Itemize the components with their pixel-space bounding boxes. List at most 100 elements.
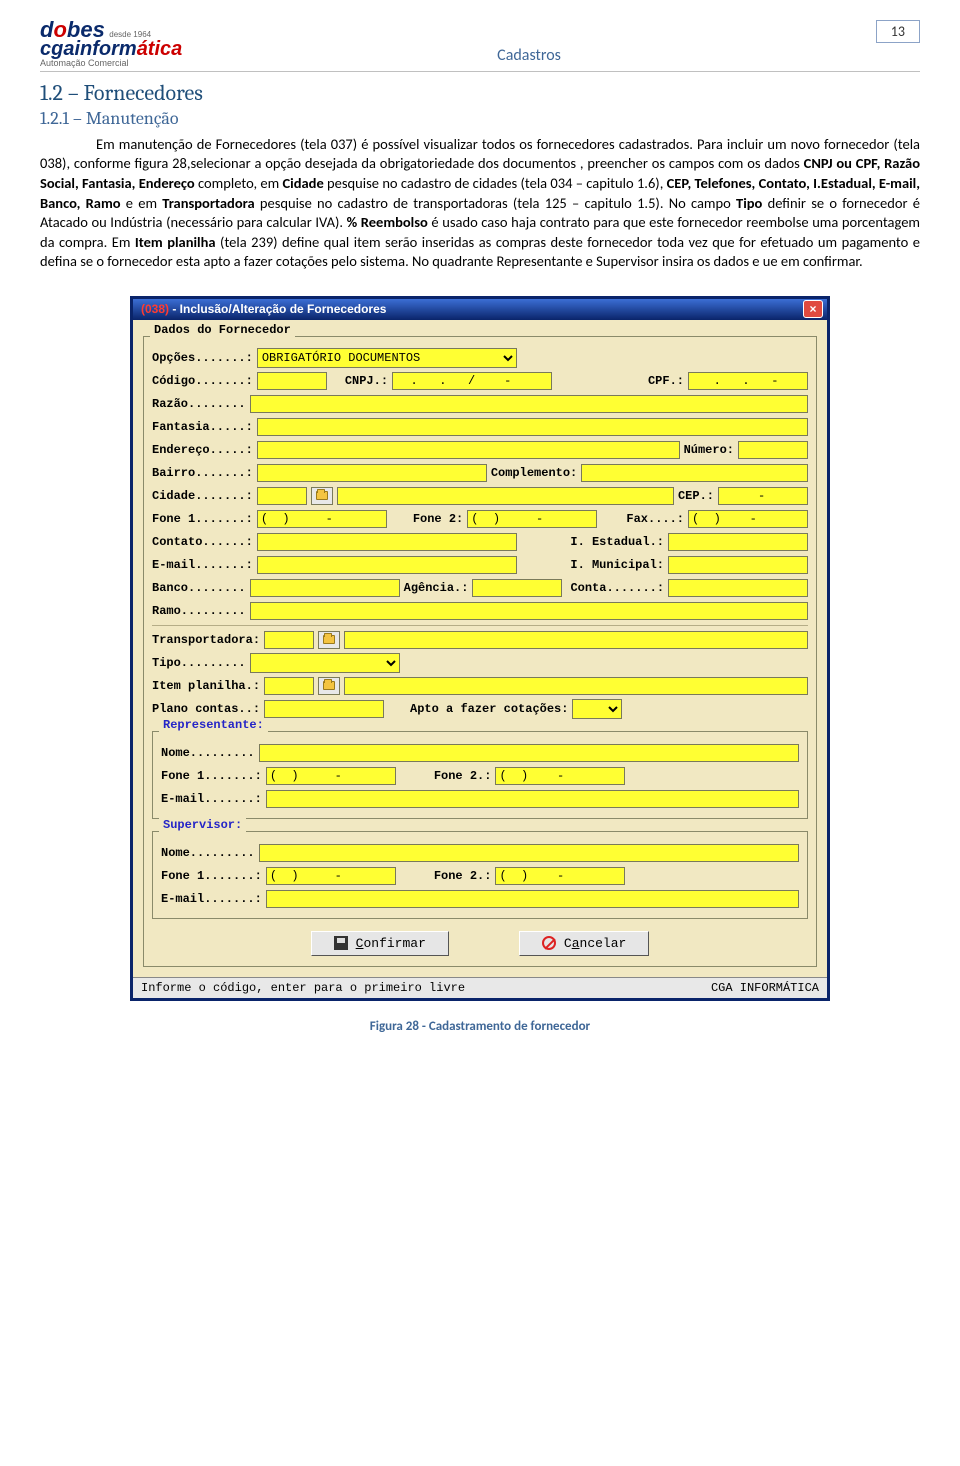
bairro-input[interactable] [257, 464, 487, 482]
complemento-input[interactable] [581, 464, 808, 482]
cancelar-rest: ncelar [580, 936, 627, 951]
sup-nome-input[interactable] [259, 844, 799, 862]
para-1l: % Reembolso [347, 213, 428, 231]
para-1a: Em manutenção de Fornecedores (tela 037)… [40, 135, 920, 173]
lbl-transportadora: Transportadora: [152, 633, 260, 647]
cancelar-button[interactable]: Cancelar [519, 931, 649, 956]
group-dados-fornecedor: Dados do Fornecedor Opções.......: OBRIG… [143, 336, 817, 967]
status-left: Informe o código, enter para o primeiro … [141, 981, 465, 995]
rep-email-input[interactable] [266, 790, 799, 808]
legend-supervisor: Supervisor: [159, 818, 246, 832]
logo: dobes desde 1964 cgainformática Automaçã… [40, 20, 182, 67]
razao-input[interactable] [250, 395, 808, 413]
lbl-fax: Fax....: [626, 512, 684, 526]
cnpj-input[interactable] [392, 372, 552, 390]
imunicipal-input[interactable] [668, 556, 808, 574]
para-1g: e em [121, 194, 163, 212]
lbl-fone1: Fone 1.......: [152, 512, 253, 526]
body-paragraph: Em manutenção de Fornecedores (tela 037)… [40, 135, 920, 272]
group-representante: Representante: Nome......... Fone 1.....… [152, 731, 808, 819]
transp-code-input[interactable] [264, 631, 314, 649]
lbl-cpf: CPF.: [648, 374, 684, 388]
cidade-lookup-button[interactable] [311, 487, 333, 505]
cpf-input[interactable] [688, 372, 808, 390]
para-1n: Item planilha [135, 233, 216, 251]
header-section-title: Cadastros [182, 46, 876, 67]
apto-cotacoes-select[interactable] [572, 699, 622, 719]
heading-1: 1.2 – Fornecedores [40, 80, 920, 106]
endereco-input[interactable] [257, 441, 680, 459]
lbl-numero: Número: [684, 443, 734, 457]
lbl-fone2: Fone 2: [413, 512, 463, 526]
sup-lbl-email: E-mail.......: [161, 892, 262, 906]
lbl-cnpj: CNPJ.: [345, 374, 388, 388]
lbl-item-planilha: Item planilha.: [152, 679, 260, 693]
lbl-razao: Razão........ [152, 397, 246, 411]
rep-lbl-fone2: Fone 2.: [434, 769, 492, 783]
sup-fone2-input[interactable] [495, 867, 625, 885]
rep-lbl-nome: Nome......... [161, 746, 255, 760]
folder-icon [323, 681, 335, 690]
para-1e: pesquise no cadastro de cidades (tela 03… [324, 174, 667, 192]
lbl-bairro: Bairro.......: [152, 466, 253, 480]
cancelar-u: a [572, 936, 580, 951]
item-planilha-code-input[interactable] [264, 677, 314, 695]
transp-lookup-button[interactable] [318, 631, 340, 649]
iestadual-input[interactable] [668, 533, 808, 551]
sup-lbl-fone2: Fone 2.: [434, 869, 492, 883]
banco-input[interactable] [250, 579, 400, 597]
page-number: 13 [876, 20, 920, 43]
lbl-fantasia: Fantasia.....: [152, 420, 253, 434]
confirmar-button[interactable]: Confirmar [311, 931, 449, 956]
lbl-conta: Conta.......: [570, 581, 664, 595]
conta-input[interactable] [668, 579, 808, 597]
item-planilha-nome-input[interactable] [344, 677, 808, 695]
title-code: (038) [141, 302, 169, 316]
close-icon[interactable]: × [803, 300, 823, 318]
lbl-cep: CEP.: [678, 489, 714, 503]
ramo-input[interactable] [250, 602, 808, 620]
opcoes-select[interactable]: OBRIGATÓRIO DOCUMENTOS [257, 348, 517, 368]
agencia-input[interactable] [472, 579, 562, 597]
fantasia-input[interactable] [257, 418, 808, 436]
save-icon [334, 936, 348, 950]
lbl-email: E-mail.......: [152, 558, 253, 572]
lbl-cidade: Cidade.......: [152, 489, 253, 503]
rep-lbl-fone1: Fone 1.......: [161, 769, 262, 783]
cidade-code-input[interactable] [257, 487, 307, 505]
contato-input[interactable] [257, 533, 517, 551]
heading-2: 1.2.1 – Manutenção [40, 108, 920, 129]
sup-lbl-nome: Nome......... [161, 846, 255, 860]
para-1c: completo, em [195, 174, 283, 192]
transp-nome-input[interactable] [344, 631, 808, 649]
fone2-input[interactable] [467, 510, 597, 528]
rep-fone2-input[interactable] [495, 767, 625, 785]
email-input[interactable] [257, 556, 517, 574]
lbl-apto-cotacoes: Apto a fazer cotações: [410, 702, 568, 716]
statusbar: Informe o código, enter para o primeiro … [133, 977, 827, 998]
numero-input[interactable] [738, 441, 808, 459]
lbl-iestadual: I. Estadual.: [570, 535, 664, 549]
lbl-codigo: Código.......: [152, 374, 253, 388]
para-1d: Cidade [282, 174, 323, 192]
rep-nome-input[interactable] [259, 744, 799, 762]
cep-input[interactable] [718, 487, 808, 505]
logo-line2-suffix: ática [137, 38, 183, 60]
item-planilha-lookup-button[interactable] [318, 677, 340, 695]
cancelar-pre: C [564, 936, 572, 951]
lbl-contato: Contato......: [152, 535, 253, 549]
cidade-nome-input[interactable] [337, 487, 674, 505]
plano-contas-input[interactable] [264, 700, 384, 718]
lbl-agencia: Agência.: [404, 581, 469, 595]
rep-fone1-input[interactable] [266, 767, 396, 785]
title-rest: - Inclusão/Alteração de Fornecedores [169, 302, 386, 316]
sup-fone1-input[interactable] [266, 867, 396, 885]
codigo-input[interactable] [257, 372, 327, 390]
legend-representante: Representante: [159, 718, 268, 732]
lbl-banco: Banco........ [152, 581, 246, 595]
fone1-input[interactable] [257, 510, 387, 528]
sup-lbl-fone1: Fone 1.......: [161, 869, 262, 883]
sup-email-input[interactable] [266, 890, 799, 908]
tipo-select[interactable] [250, 653, 400, 673]
fax-input[interactable] [688, 510, 808, 528]
